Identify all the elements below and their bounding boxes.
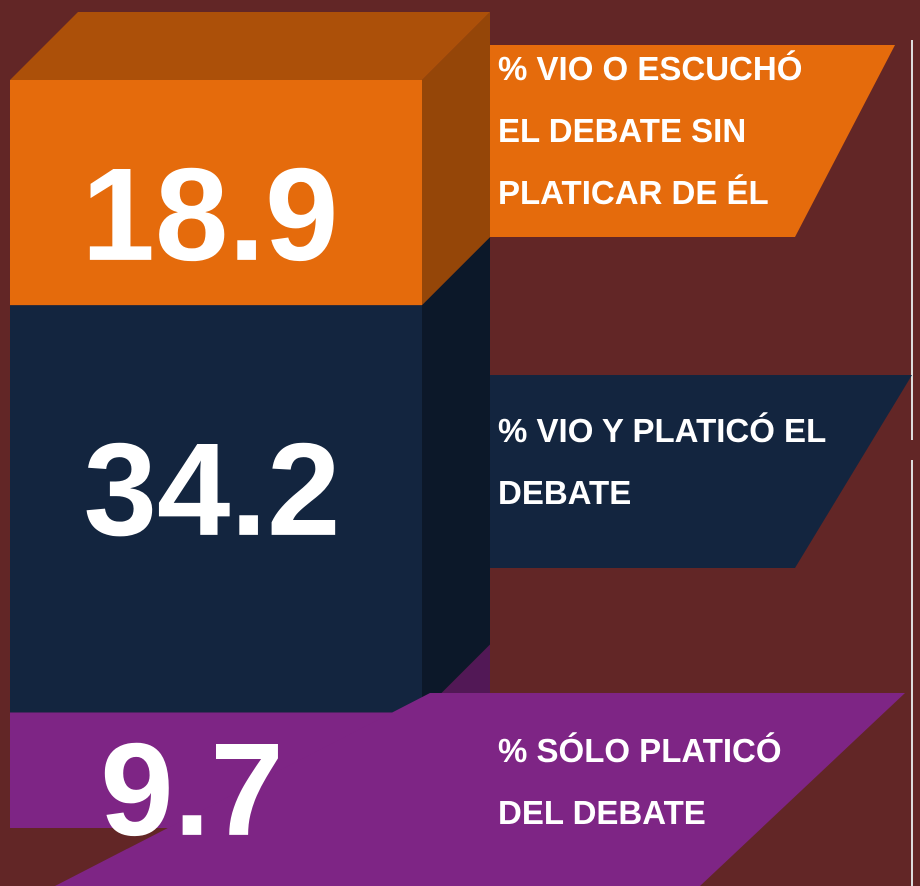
label-banner (490, 45, 895, 237)
series-label: % VIO Y PLATICÓ EL DEBATE (498, 412, 826, 511)
bar-top (10, 12, 490, 80)
bar-segment (10, 80, 422, 306)
value-label: 18.9 (82, 141, 339, 288)
value-label: 9.7 (100, 716, 284, 863)
bar-side (422, 12, 490, 306)
series-label: % VIO O ESCUCHÓ EL DEBATE SIN PLATICAR D… (498, 50, 803, 211)
label-banner (490, 375, 912, 568)
value-label: 34.2 (84, 416, 341, 563)
bar-side (422, 237, 490, 713)
bar-segment (10, 305, 422, 713)
label-banner (55, 693, 905, 886)
series-label: % SÓLO PLATICÓ DEL DEBATE (498, 732, 782, 831)
